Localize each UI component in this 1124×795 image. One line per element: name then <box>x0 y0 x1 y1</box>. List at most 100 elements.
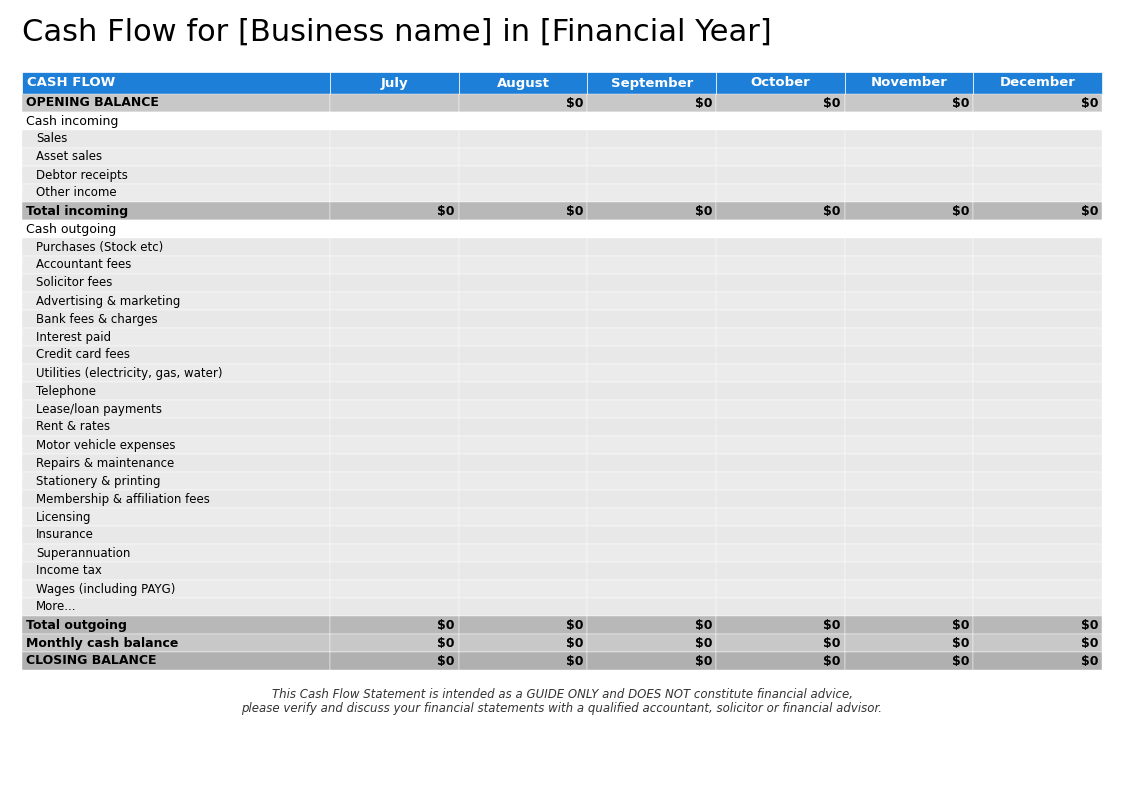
Bar <box>973 634 1102 652</box>
Bar <box>22 634 330 652</box>
Bar <box>588 544 716 562</box>
Bar <box>973 616 1102 634</box>
Text: Cash incoming: Cash incoming <box>26 114 118 127</box>
Text: Insurance: Insurance <box>36 529 94 541</box>
Text: Stationery & printing: Stationery & printing <box>36 475 161 487</box>
Text: CASH FLOW: CASH FLOW <box>27 76 116 90</box>
Text: Other income: Other income <box>36 187 117 200</box>
Bar <box>588 526 716 544</box>
Bar <box>845 526 973 544</box>
Bar <box>330 418 459 436</box>
Text: This Cash Flow Statement is intended as a GUIDE ONLY and DOES NOT constitute fin: This Cash Flow Statement is intended as … <box>272 688 852 701</box>
Bar <box>459 598 588 616</box>
Bar <box>330 202 459 220</box>
Bar <box>973 562 1102 580</box>
Bar <box>459 562 588 580</box>
Bar <box>845 274 973 292</box>
Bar <box>973 94 1102 112</box>
Bar <box>22 544 330 562</box>
Bar <box>22 364 330 382</box>
Text: $0: $0 <box>823 654 841 668</box>
Bar <box>588 292 716 310</box>
Bar <box>973 598 1102 616</box>
Bar <box>716 508 845 526</box>
Bar <box>459 130 588 148</box>
Bar <box>973 652 1102 670</box>
Bar <box>588 72 716 94</box>
Bar <box>716 256 845 274</box>
Bar <box>330 634 459 652</box>
Bar <box>845 436 973 454</box>
Text: please verify and discuss your financial statements with a qualified accountant,: please verify and discuss your financial… <box>242 702 882 715</box>
Bar <box>845 94 973 112</box>
Bar <box>588 202 716 220</box>
Bar <box>588 580 716 598</box>
Bar <box>973 220 1102 238</box>
Text: Accountant fees: Accountant fees <box>36 258 132 272</box>
Bar <box>588 148 716 166</box>
Bar <box>588 220 716 238</box>
Bar <box>22 436 330 454</box>
Bar <box>330 256 459 274</box>
Bar <box>459 112 588 130</box>
Bar <box>716 382 845 400</box>
Bar <box>716 472 845 490</box>
Text: Motor vehicle expenses: Motor vehicle expenses <box>36 439 175 452</box>
Bar <box>330 328 459 346</box>
Bar <box>330 94 459 112</box>
Bar <box>588 652 716 670</box>
Bar <box>716 634 845 652</box>
Text: $0: $0 <box>952 204 969 218</box>
Text: $0: $0 <box>823 619 841 631</box>
Bar <box>459 544 588 562</box>
Text: CLOSING BALANCE: CLOSING BALANCE <box>26 654 156 668</box>
Bar <box>716 130 845 148</box>
Bar <box>845 508 973 526</box>
Bar <box>22 346 330 364</box>
Bar <box>716 166 845 184</box>
Bar <box>330 526 459 544</box>
Bar <box>330 472 459 490</box>
Bar <box>845 72 973 94</box>
Text: $0: $0 <box>952 96 969 110</box>
Bar <box>22 94 330 112</box>
Text: Purchases (Stock etc): Purchases (Stock etc) <box>36 241 163 254</box>
Bar <box>845 418 973 436</box>
Bar <box>459 310 588 328</box>
Bar <box>588 130 716 148</box>
Bar <box>973 184 1102 202</box>
Bar <box>845 256 973 274</box>
Bar <box>459 184 588 202</box>
Bar <box>330 562 459 580</box>
Bar <box>588 364 716 382</box>
Bar <box>459 616 588 634</box>
Bar <box>22 130 330 148</box>
Text: Telephone: Telephone <box>36 385 96 398</box>
Bar <box>330 148 459 166</box>
Bar <box>716 364 845 382</box>
Bar <box>716 310 845 328</box>
Bar <box>716 544 845 562</box>
Bar <box>22 166 330 184</box>
Bar <box>22 292 330 310</box>
Bar <box>845 652 973 670</box>
Text: $0: $0 <box>437 637 455 650</box>
Bar <box>459 328 588 346</box>
Bar <box>459 72 588 94</box>
Bar <box>459 292 588 310</box>
Text: September: September <box>610 76 692 90</box>
Text: $0: $0 <box>437 204 455 218</box>
Bar <box>459 166 588 184</box>
Bar <box>716 184 845 202</box>
Bar <box>716 220 845 238</box>
Bar <box>588 184 716 202</box>
Bar <box>588 112 716 130</box>
Text: Wages (including PAYG): Wages (including PAYG) <box>36 583 175 595</box>
Bar <box>330 166 459 184</box>
Text: $0: $0 <box>1080 204 1098 218</box>
Bar <box>716 328 845 346</box>
Text: $0: $0 <box>952 619 969 631</box>
Bar <box>22 526 330 544</box>
Bar <box>973 274 1102 292</box>
Bar <box>716 400 845 418</box>
